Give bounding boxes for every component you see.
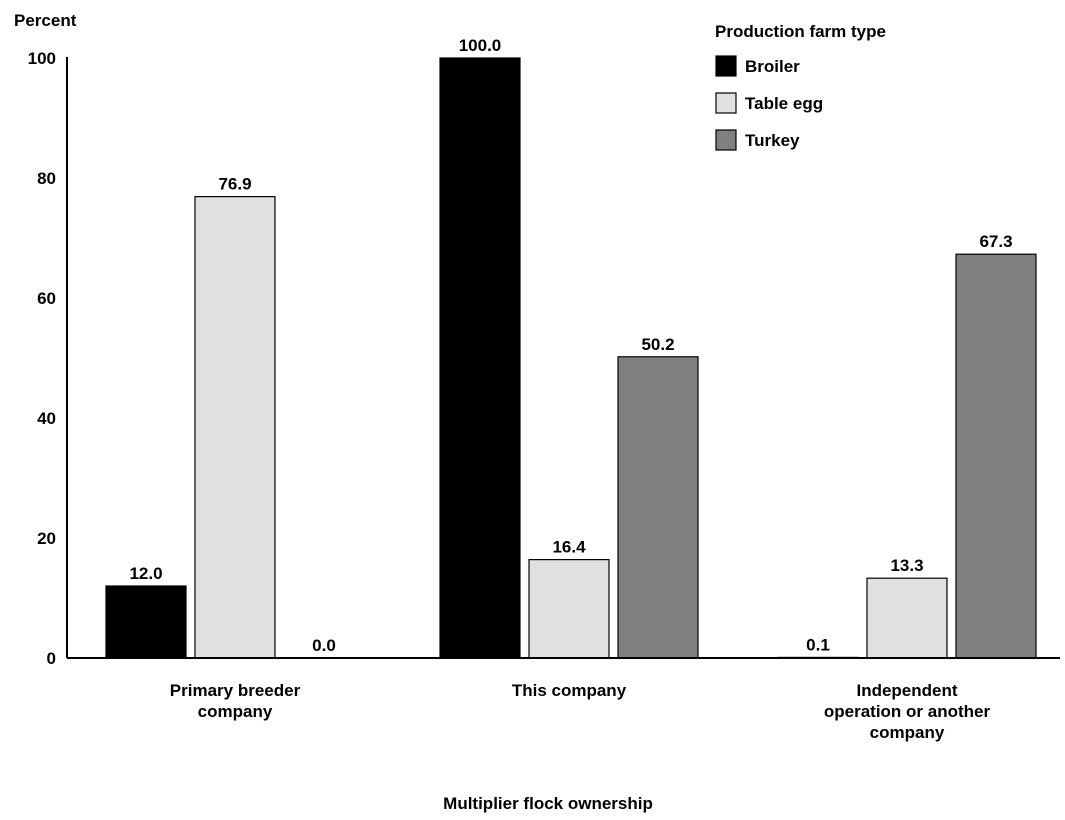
y-axis-title: Percent <box>14 11 77 30</box>
legend-swatch <box>715 55 737 77</box>
y-tick-label: 40 <box>37 409 56 428</box>
bar <box>866 577 948 659</box>
data-label: 13.3 <box>890 556 923 575</box>
y-tick-label: 20 <box>37 529 56 548</box>
bar <box>194 196 276 659</box>
bar <box>955 253 1037 659</box>
y-tick-label: 60 <box>37 289 56 308</box>
legend-label: Turkey <box>745 131 800 150</box>
category-labels: Primary breeder company This company Indepe… <box>170 681 991 742</box>
y-axis: 0 20 40 60 80 100 <box>28 49 56 668</box>
data-label: 50.2 <box>641 335 674 354</box>
data-label: 67.3 <box>979 232 1012 251</box>
value-labels: 12.0 100.0 0.1 76.9 16.4 13.3 0.0 50.2 67.3 <box>129 36 1012 655</box>
category-label: Primary breeder company <box>170 681 301 721</box>
bar <box>617 356 699 659</box>
legend-label: Broiler <box>745 57 800 76</box>
bar <box>105 585 187 659</box>
legend-swatch <box>715 129 737 151</box>
x-axis-title: Multiplier flock ownership <box>443 794 653 813</box>
bar <box>528 558 610 659</box>
legend-label: Table egg <box>745 94 823 113</box>
bars <box>105 57 1037 659</box>
data-label: 100.0 <box>459 36 502 55</box>
legend-title: Production farm type <box>715 22 886 41</box>
data-label: 12.0 <box>129 564 162 583</box>
category-label: Independent operation or another company <box>824 681 991 742</box>
bar <box>439 57 521 659</box>
y-tick-label: 0 <box>47 649 56 668</box>
legend-swatch <box>715 92 737 114</box>
legend: Production farm type Broiler Table egg Tur… <box>715 22 886 151</box>
y-tick-label: 100 <box>28 49 56 68</box>
data-label: 16.4 <box>552 538 586 557</box>
data-label: 76.9 <box>218 175 251 194</box>
y-tick-label: 80 <box>37 169 56 188</box>
data-label: 0.1 <box>806 635 830 654</box>
data-label: 0.0 <box>312 636 336 655</box>
category-label: This company <box>512 681 627 700</box>
